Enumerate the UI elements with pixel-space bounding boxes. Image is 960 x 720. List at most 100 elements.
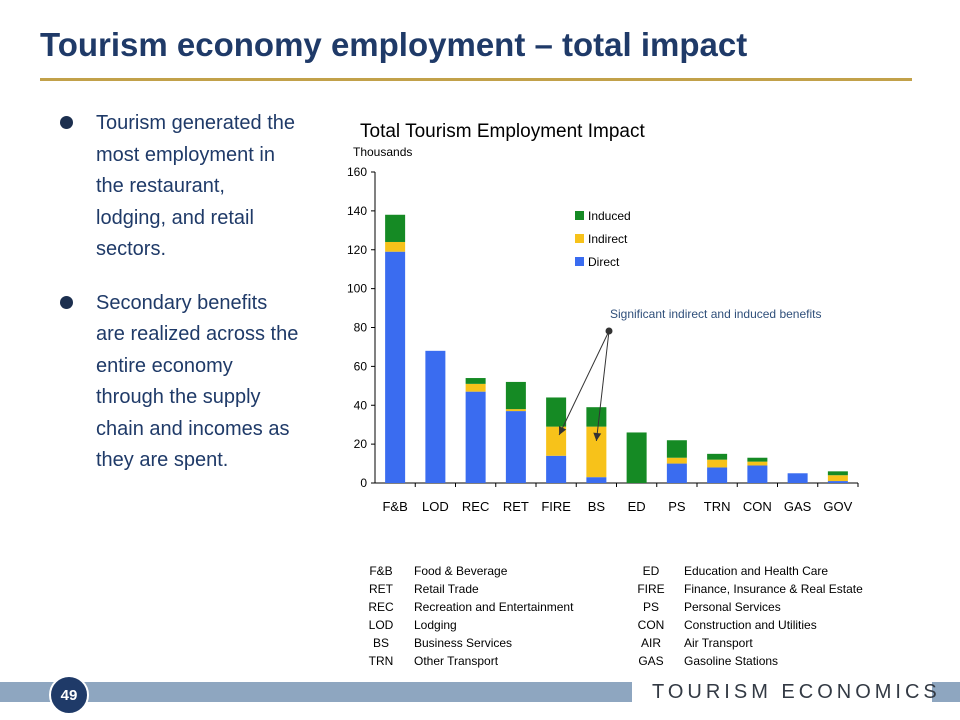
legend-label: Indirect [588, 232, 628, 246]
bar-indirect [747, 461, 768, 466]
bar-induced [385, 214, 406, 242]
bar-direct [505, 411, 526, 483]
abbreviation-name: Education and Health Care [684, 564, 829, 578]
annotation-arrowhead [593, 432, 602, 441]
y-tick-label: 100 [347, 282, 367, 296]
abbreviation-code: RET [369, 582, 393, 596]
bar-indirect [505, 409, 526, 412]
bar-indirect [586, 426, 607, 478]
bar-induced [707, 453, 728, 460]
abbreviation-name: Business Services [414, 636, 513, 650]
abbreviation-code: AIR [640, 636, 661, 650]
bar-direct [747, 465, 768, 483]
abbreviation-row: TRN Other Transport [360, 652, 573, 670]
x-tick-label: GAS [784, 499, 812, 514]
bullet-dot-icon [60, 116, 73, 129]
abbreviation-code: GAS [638, 654, 664, 668]
chart-title: Total Tourism Employment Impact [360, 121, 645, 142]
y-tick-label: 40 [354, 398, 368, 412]
abbreviation-row: RET Retail Trade [360, 580, 573, 598]
x-tick-label: REC [462, 499, 489, 514]
y-tick-label: 0 [360, 476, 367, 490]
bullet-dot-icon [60, 295, 73, 309]
x-tick-label: RET [503, 499, 529, 514]
abbreviation-row: PS Personal Services [630, 598, 863, 616]
title-divider [40, 78, 912, 81]
abbreviation-name: Construction and Utilities [684, 618, 817, 632]
abbreviation-name: Personal Services [684, 600, 781, 614]
bar-direct [707, 467, 728, 483]
legend-swatch [575, 234, 584, 243]
annotation-text: Significant indirect and induced benefit… [610, 307, 821, 321]
legend-label: Direct [588, 255, 620, 269]
bullet-list: Tourism generated the most employment in… [60, 108, 300, 499]
y-axis-label: Thousands [353, 145, 412, 159]
x-tick-label: PS [668, 499, 686, 514]
bar-indirect [465, 383, 486, 392]
bar-indirect [827, 475, 848, 482]
abbreviation-name: Gasoline Stations [684, 654, 779, 668]
abbreviation-code: PS [642, 600, 659, 614]
annotation-arrowhead [558, 426, 567, 435]
x-tick-label: GOV [823, 499, 852, 514]
abbreviation-row: BS Business Services [360, 634, 573, 652]
bar-induced [586, 407, 607, 427]
bar-direct [787, 473, 808, 483]
y-tick-label: 120 [347, 243, 367, 257]
slide-title: Tourism economy employment – total impac… [40, 26, 748, 63]
y-tick-label: 20 [354, 437, 368, 451]
abbreviation-name: Other Transport [414, 654, 499, 668]
legend-label: Induced [588, 209, 631, 223]
bar-induced [666, 440, 687, 458]
abbreviation-name: Lodging [414, 618, 457, 632]
bar-induced [747, 457, 768, 462]
bullet-text: Secondary benefits are realized across t… [96, 291, 299, 472]
bullet-item: Secondary benefits are realized across t… [60, 288, 300, 477]
abbreviation-row: LOD Lodging [360, 616, 573, 634]
abbreviation-code: LOD [368, 618, 394, 632]
company-logo: TOURISM ECONOMICS [632, 676, 937, 708]
y-tick-label: 140 [347, 204, 367, 218]
bar-direct [546, 455, 567, 483]
abbreviation-code: CON [637, 618, 665, 632]
bar-indirect [707, 459, 728, 468]
bar-direct [465, 391, 486, 483]
bullet-item: Tourism generated the most employment in… [60, 108, 300, 266]
abbreviation-name: Finance, Insurance & Real Estate [684, 582, 863, 596]
y-tick-label: 60 [354, 359, 368, 373]
abbreviation-code: FIRE [637, 582, 665, 596]
y-tick-label: 160 [347, 165, 367, 179]
x-tick-label: TRN [704, 499, 731, 514]
abbreviation-code: BS [372, 636, 389, 650]
x-tick-label: LOD [422, 499, 449, 514]
employment-chart: Total Tourism Employment Impact Thousands… [347, 121, 859, 514]
abbreviation-row: ED Education and Health Care [630, 562, 863, 580]
x-tick-label: BS [588, 499, 606, 514]
abbreviation-code: ED [642, 564, 660, 578]
abbreviation-name: Retail Trade [414, 582, 479, 596]
bar-direct [586, 477, 607, 483]
abbreviation-code: REC [368, 600, 394, 614]
annotation-arrow-line [558, 330, 610, 436]
abbreviation-row: F&B Food & Beverage [360, 562, 573, 580]
legend-swatch [575, 257, 584, 266]
abbreviation-code: TRN [368, 654, 394, 668]
bar-direct [827, 481, 848, 483]
x-tick-label: CON [743, 499, 772, 514]
x-tick-label: ED [628, 499, 646, 514]
abbreviation-row: AIR Air Transport [630, 634, 863, 652]
abbreviation-name: Recreation and Entertainment [414, 600, 574, 614]
bar-direct [666, 463, 687, 483]
bar-direct [425, 350, 446, 483]
bar-induced [465, 378, 486, 384]
abbreviation-row: FIRE Finance, Insurance & Real Estate [630, 580, 863, 598]
abbreviation-row: REC Recreation and Entertainment [360, 598, 573, 616]
abbreviation-table-right: ED Education and Health Care FIRE Finance, … [630, 562, 863, 670]
abbreviation-table-left: F&B Food & Beverage RET Retail Trade REC Recr… [360, 562, 573, 670]
abbreviation-row: CON Construction and Utilities [630, 616, 863, 634]
bar-induced [546, 397, 567, 427]
legend-swatch [575, 211, 584, 220]
logo-text: TOURISM ECONOMICS [652, 680, 941, 703]
abbreviation-name: Air Transport [684, 636, 753, 650]
page-number: 49 [49, 675, 89, 715]
